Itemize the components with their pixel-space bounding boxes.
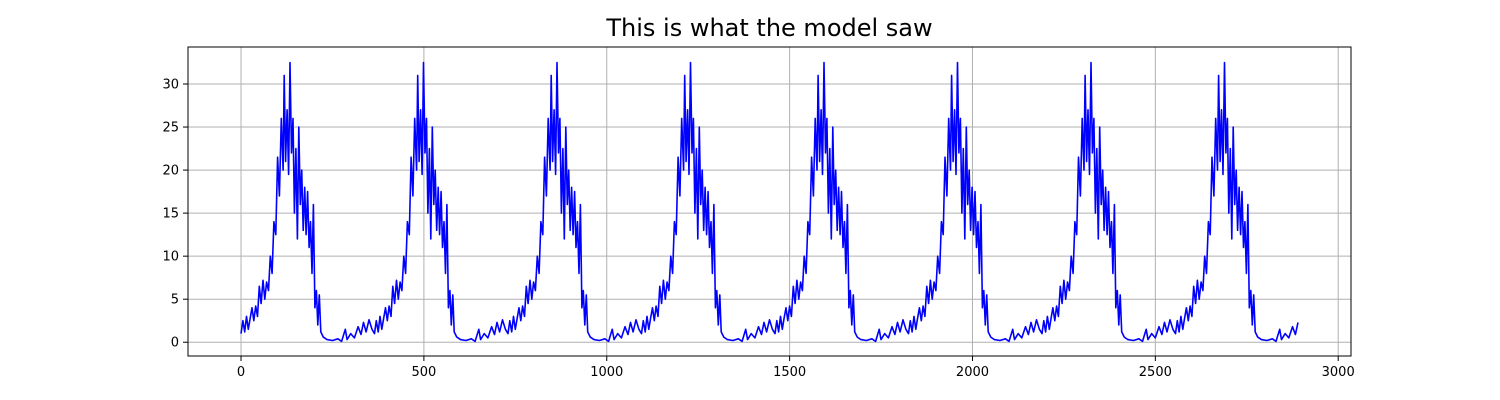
- x-tick-label: 2000: [956, 365, 989, 380]
- x-tick-label: 1000: [590, 365, 623, 380]
- grid-lines: [188, 47, 1351, 356]
- series-layer: [240, 61, 1299, 343]
- plot-frame: [187, 46, 1352, 357]
- axis-ticks: 0 500 1000 1500 2000 2500 3000 0 5 10 15 20 25 30: [162, 78, 1354, 380]
- y-tick-label: 30: [162, 78, 179, 93]
- y-tick-label: 10: [162, 250, 179, 265]
- y-tick-label: 0: [171, 336, 179, 351]
- x-tick-label: 0: [237, 365, 245, 380]
- x-tick-label: 1500: [773, 365, 806, 380]
- y-tick-label: 5: [171, 293, 179, 308]
- chart-title: This is what the model saw: [606, 14, 933, 42]
- y-tick-label: 25: [162, 121, 179, 136]
- x-tick-label: 3000: [1322, 365, 1355, 380]
- x-tick-label: 2500: [1139, 365, 1172, 380]
- x-tick-label: 500: [411, 365, 436, 380]
- y-tick-label: 15: [162, 207, 179, 222]
- y-tick-label: 20: [162, 164, 179, 179]
- series-line: [240, 61, 1299, 343]
